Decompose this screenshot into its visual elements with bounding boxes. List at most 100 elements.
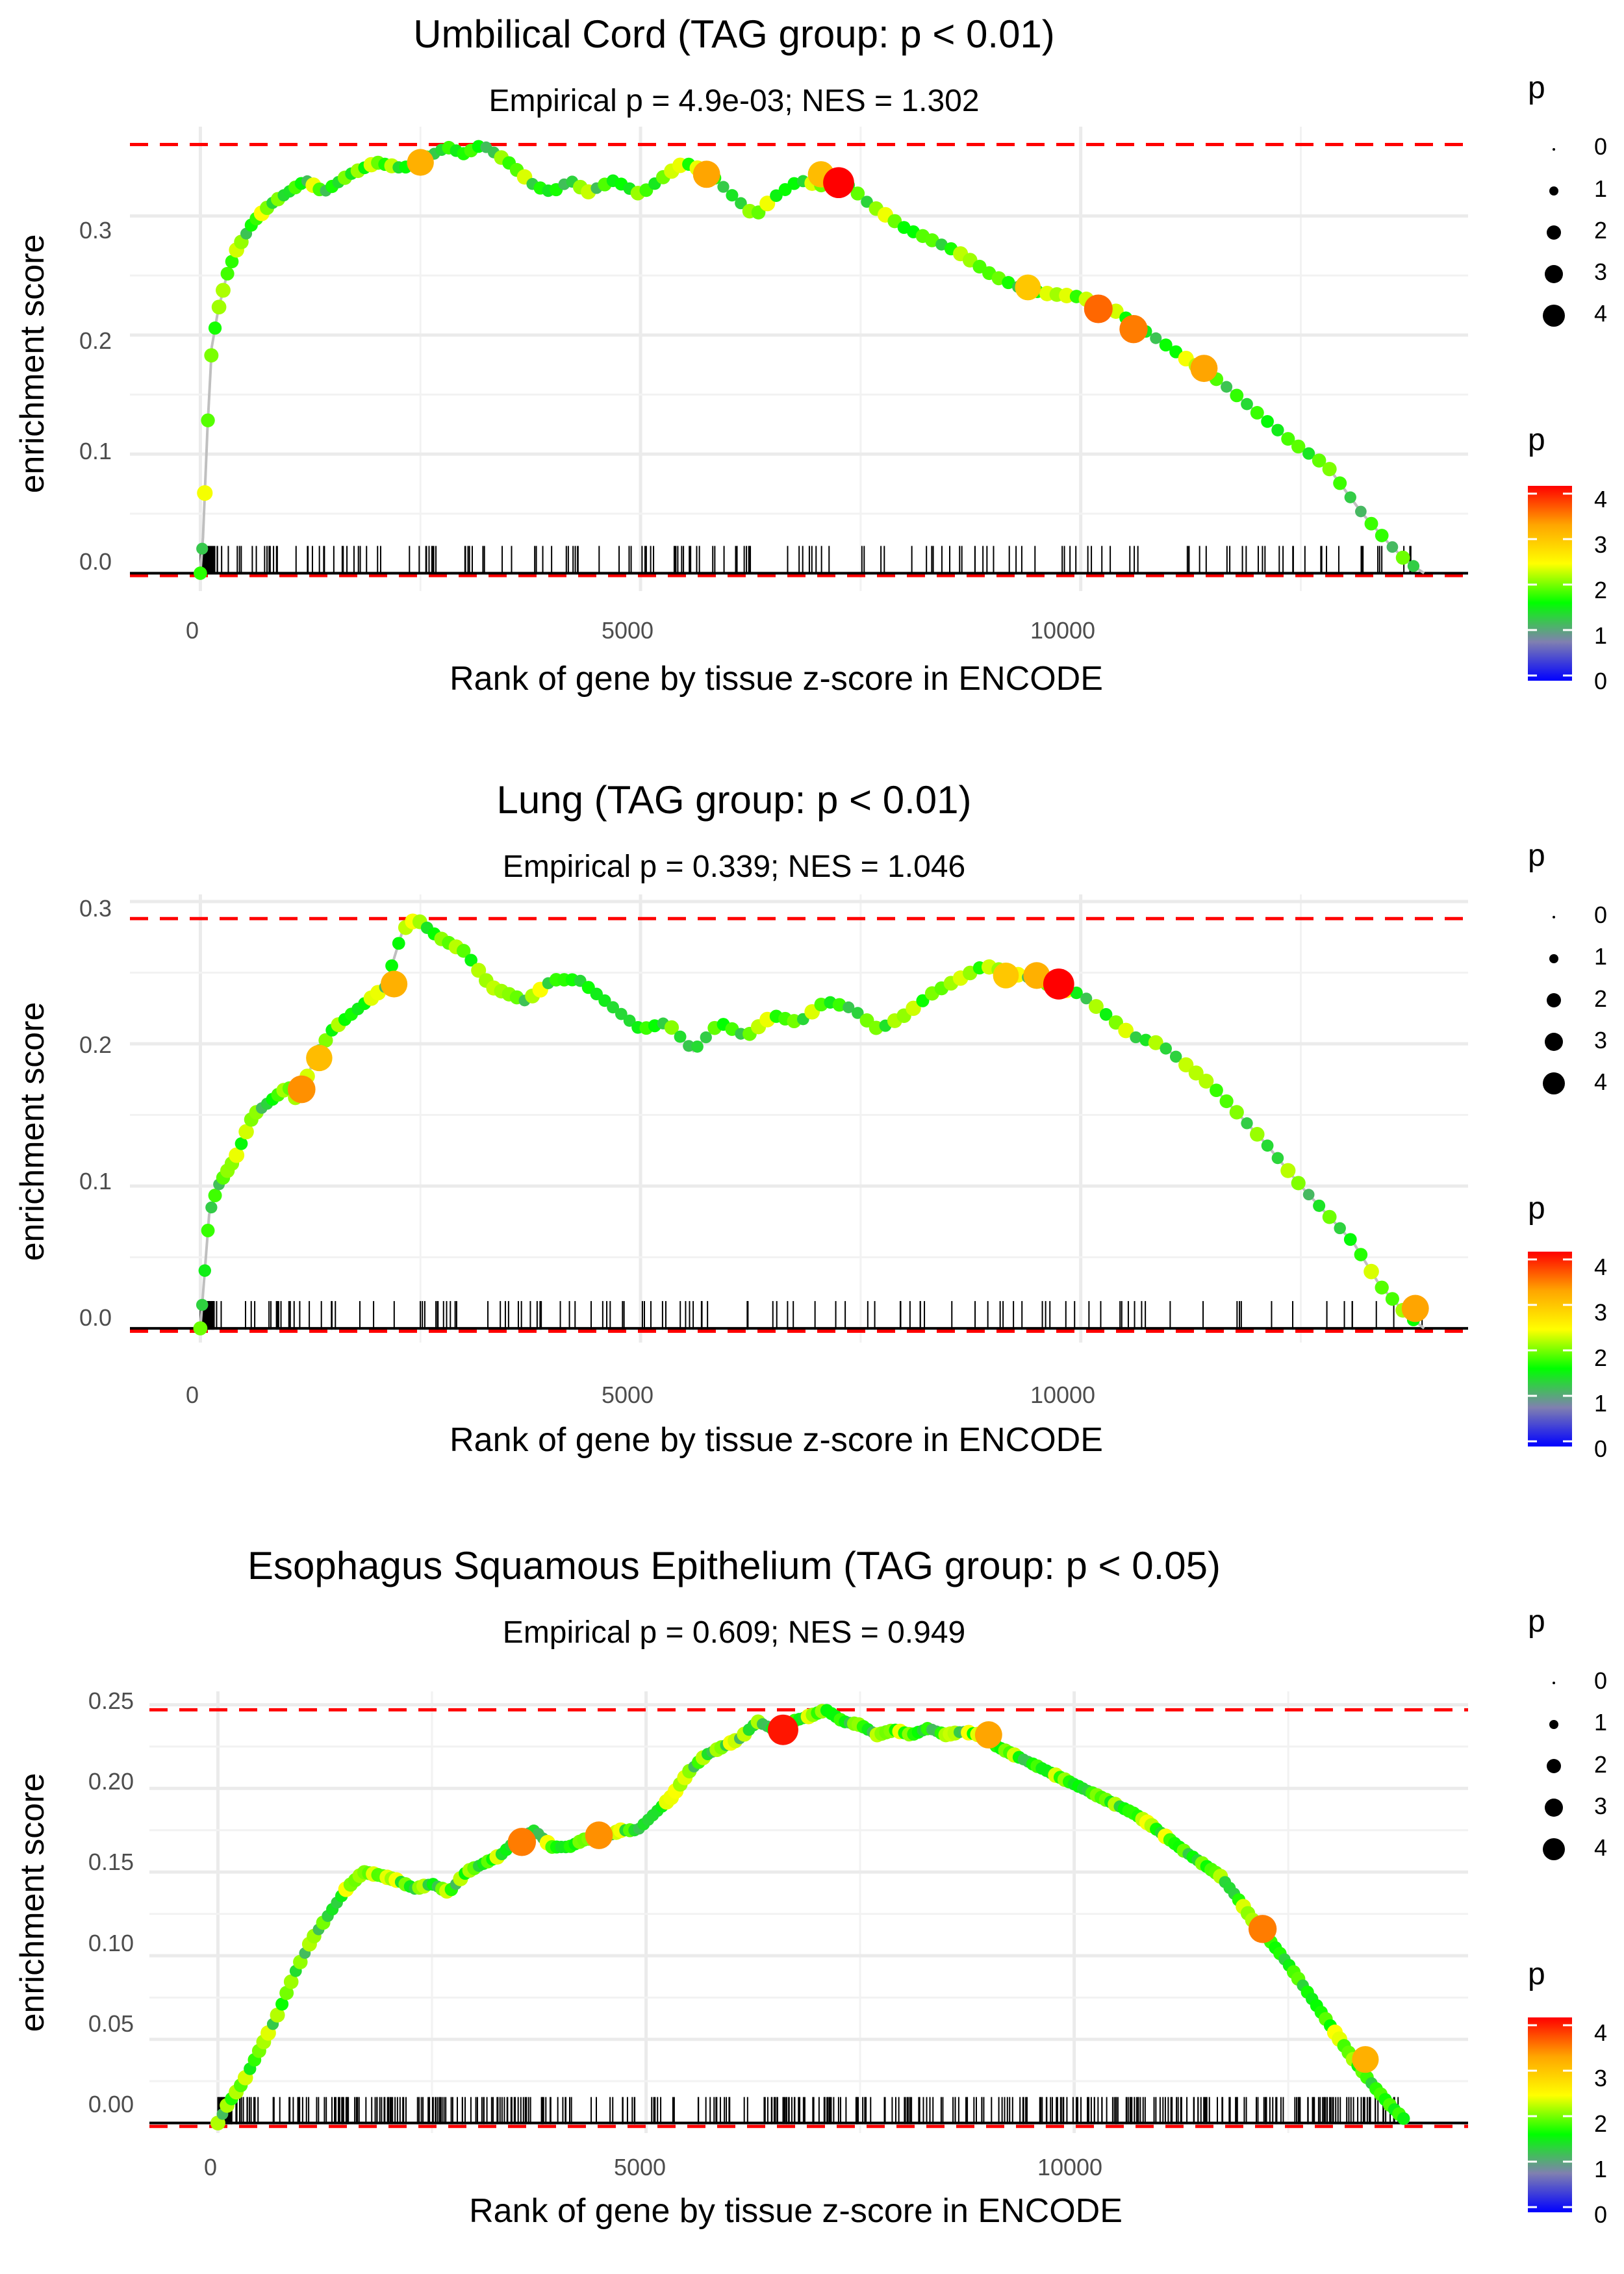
es-point-highlight <box>692 160 720 188</box>
es-point <box>279 1986 294 2001</box>
x-tick-label: 5000 <box>601 1382 654 1408</box>
es-point-highlight <box>380 970 408 998</box>
es-point <box>1355 505 1367 518</box>
es-point <box>196 1298 209 1311</box>
gene-rank-ticks <box>217 2097 1399 2125</box>
es-point <box>1221 381 1233 393</box>
y-tick-label: 0.25 <box>88 1687 134 1714</box>
es-point <box>205 1201 218 1214</box>
es-point <box>201 413 215 427</box>
chart-panel-esophagus: Esophagus Squamous Epithelium (TAG group… <box>0 1516 1624 2274</box>
es-point <box>916 994 930 1007</box>
legend-size-label: 3 <box>1594 1793 1608 1819</box>
legend-color-label: 1 <box>1594 2156 1608 2182</box>
x-tick-label: 0 <box>203 2154 218 2180</box>
es-point <box>225 255 239 269</box>
es-point <box>270 2007 285 2023</box>
es-point-highlight <box>767 1714 798 1745</box>
legend-size-dot <box>1543 1838 1565 1860</box>
es-point-highlight <box>974 1721 1002 1749</box>
legend-color-label: 4 <box>1594 486 1608 512</box>
es-point <box>1070 986 1083 1000</box>
es-point-highlight <box>1352 2046 1379 2073</box>
legend-color-label: 0 <box>1594 2201 1608 2228</box>
gene-rank-ticks <box>199 1301 1423 1330</box>
chart-panel-umbilical: Umbilical Cord (TAG group: p < 0.01) Emp… <box>0 0 1624 758</box>
y-tick-label: 0.20 <box>88 1768 134 1795</box>
es-point <box>456 944 471 958</box>
legend-size-dot <box>1553 916 1555 918</box>
es-point <box>1364 1263 1379 1280</box>
es-point <box>1312 453 1326 468</box>
es-point <box>1354 1248 1368 1261</box>
es-point <box>843 1001 855 1013</box>
es-point <box>1229 1105 1244 1120</box>
es-point-highlight <box>306 1044 333 1072</box>
es-point <box>1210 1083 1223 1098</box>
legend-size-dot <box>1545 265 1563 283</box>
x-tick-label: 10000 <box>1030 617 1096 644</box>
legend-color-label: 3 <box>1594 531 1608 558</box>
y-tick-label: 0.3 <box>79 217 112 244</box>
es-point-highlight <box>1084 294 1113 323</box>
chart-subtitle: Empirical p = 0.339; NES = 1.046 <box>502 850 966 884</box>
y-axis-label: enrichment score <box>14 1002 51 1261</box>
es-point <box>198 1264 211 1277</box>
legend-size-dot <box>1545 1799 1563 1817</box>
colorbar <box>1528 2017 1572 2212</box>
legend-size-dot <box>1547 225 1561 240</box>
es-point <box>906 1000 921 1017</box>
es-point <box>208 321 222 335</box>
legend-color-label: 2 <box>1594 577 1608 603</box>
es-point <box>1322 462 1337 477</box>
es-point <box>1088 999 1104 1014</box>
es-point <box>1148 1035 1163 1050</box>
legend-color-label: 4 <box>1594 1254 1608 1280</box>
legend-size-dot <box>1549 186 1558 196</box>
legend-size-label: 1 <box>1594 943 1608 970</box>
x-axis-label: Rank of gene by tissue z-score in ENCODE <box>469 2192 1123 2230</box>
es-point <box>726 189 739 202</box>
legend-color-label: 2 <box>1594 1345 1608 1371</box>
legend-color-title: p <box>1528 1191 1545 1226</box>
es-point <box>1150 332 1162 344</box>
legend-size-dot <box>1553 148 1555 151</box>
es-point <box>861 196 873 208</box>
plot-svg-2 <box>130 894 1572 1447</box>
es-point <box>1313 1199 1326 1212</box>
gridlines <box>149 1691 1468 2133</box>
es-point <box>1188 1065 1204 1081</box>
es-point <box>691 1040 704 1053</box>
es-point <box>598 994 611 1007</box>
es-point <box>196 542 209 555</box>
es-point <box>1130 1031 1142 1044</box>
legend-color-label: 3 <box>1594 1299 1608 1326</box>
es-point <box>1302 1189 1315 1201</box>
es-point <box>1219 1094 1234 1109</box>
plot-svg-3 <box>149 1682 1572 2212</box>
legend-size-label: 2 <box>1594 1751 1608 1778</box>
es-point <box>735 197 747 210</box>
es-point-highlight <box>507 1828 537 1856</box>
legend-color-label: 4 <box>1594 2019 1608 2046</box>
es-point <box>1199 1074 1214 1089</box>
y-tick-label: 0.1 <box>79 1168 112 1194</box>
es-point-highlight <box>1248 1915 1277 1943</box>
y-tick-label: 0.00 <box>88 2091 134 2117</box>
legend-size-dot <box>1547 993 1561 1007</box>
es-point <box>208 1189 222 1202</box>
es-point <box>1385 1292 1399 1306</box>
es-point <box>1241 1117 1253 1130</box>
chart-title: Lung (TAG group: p < 0.01) <box>496 778 972 822</box>
es-point <box>211 299 227 315</box>
es-point <box>1281 432 1295 446</box>
es-point <box>1397 2112 1410 2125</box>
es-point <box>1302 447 1315 460</box>
legend-size-label: 2 <box>1594 217 1608 244</box>
es-points <box>193 913 1429 1335</box>
legend-size-label: 3 <box>1594 259 1608 285</box>
legend-color-title: p <box>1528 423 1545 457</box>
es-point <box>216 283 231 298</box>
es-curve <box>216 1708 1410 2124</box>
es-point <box>615 1007 628 1020</box>
